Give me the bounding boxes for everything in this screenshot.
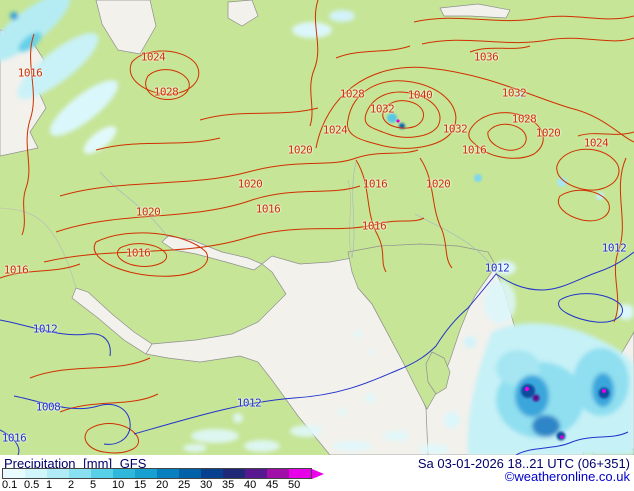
- scale-cell: [25, 469, 47, 478]
- scale-label: 2: [68, 479, 75, 491]
- scale-label: 0.1: [2, 479, 18, 491]
- scale-label: 35: [222, 479, 235, 491]
- precip-ocean-speckles: [183, 330, 450, 454]
- scale-cell: [91, 469, 113, 478]
- scale-cell: [69, 469, 91, 478]
- product-title: Precipitation [mm] GFS: [4, 456, 150, 471]
- scale-cell: [135, 469, 157, 478]
- scale-label: 50: [288, 479, 301, 491]
- scale-cell: [113, 469, 135, 478]
- copyright-link[interactable]: ©weatheronline.co.uk: [504, 469, 630, 484]
- scale-label: 30: [200, 479, 213, 491]
- lake-balkhash: [439, 3, 511, 19]
- scale-cell: [3, 469, 25, 478]
- precipitation-layer: [0, 0, 634, 455]
- scale-bar: [2, 468, 312, 479]
- caspian-sea: [95, 0, 157, 55]
- model-name: GFS: [119, 456, 147, 471]
- persian-gulf: [161, 235, 263, 271]
- weather-map: 1016 1024 1028 1020 1020 1016 1016 1020 1016 1016…: [0, 0, 634, 455]
- precipitation-scale: 0.1 0.5 1 2 5 10 15 20 25 30 35 40 45 50: [2, 468, 324, 491]
- scale-cell: [179, 469, 201, 478]
- precip-northwest-band: [0, 0, 355, 154]
- scale-cell: [47, 469, 69, 478]
- scale-cell: [289, 469, 311, 478]
- scale-labels: 0.1 0.5 1 2 5 10 15 20 25 30 35 40 45 50: [2, 479, 332, 491]
- map-canvas: [0, 0, 634, 455]
- product-name: Precipitation: [4, 456, 76, 471]
- scale-label: 5: [90, 479, 97, 491]
- scale-label: 10: [112, 479, 125, 491]
- valid-datetime: Sa 03-01-2026 18..21 UTC (06+351): [417, 456, 630, 471]
- scale-label: 0.5: [24, 479, 40, 491]
- scale-label: 25: [178, 479, 191, 491]
- scale-cell: [267, 469, 289, 478]
- scale-cell: [245, 469, 267, 478]
- scale-label: 20: [156, 479, 169, 491]
- scale-arrow: [312, 468, 324, 479]
- scale-cell: [223, 469, 245, 478]
- footer: Precipitation [mm] GFS Sa 03-01-2026 18.…: [0, 455, 634, 491]
- scale-cell: [157, 469, 179, 478]
- euphrates-river: [99, 171, 169, 239]
- scale-label: 45: [266, 479, 279, 491]
- border-layer: [0, 179, 353, 289]
- product-unit: [mm]: [83, 456, 113, 471]
- isobar-layer-low: [0, 251, 634, 455]
- scale-cell: [201, 469, 223, 478]
- india-landmass: [347, 243, 497, 410]
- indus-river: [351, 161, 357, 259]
- scale-label: 1: [46, 479, 53, 491]
- scale-label: 40: [244, 479, 257, 491]
- sri-lanka: [425, 351, 451, 395]
- aral-sea: [227, 0, 259, 27]
- scale-label: 15: [134, 479, 147, 491]
